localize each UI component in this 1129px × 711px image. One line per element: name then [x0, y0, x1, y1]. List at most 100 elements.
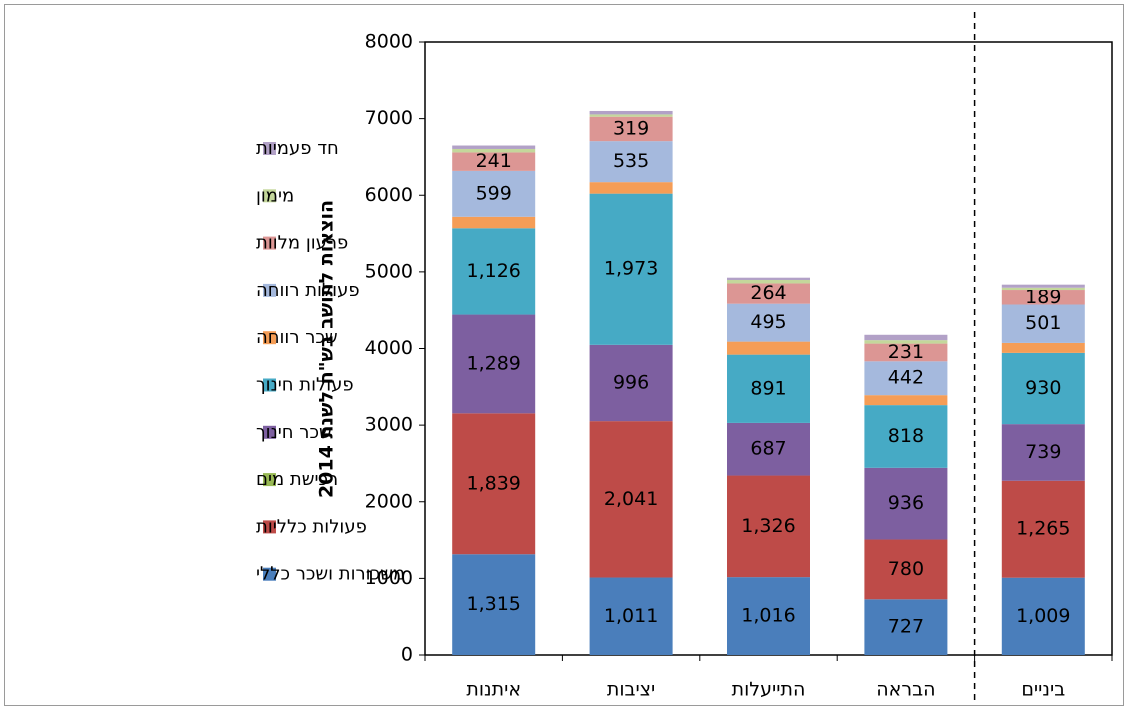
- bar-segment: [1001, 304, 1085, 343]
- bar-segment: [589, 114, 673, 117]
- legend-swatch: [263, 331, 276, 345]
- legend-label: פעולות כלליות: [256, 516, 367, 537]
- y-tick-label: 4000: [365, 337, 413, 359]
- legend-label: רכישת מים: [256, 469, 338, 490]
- y-tick-label: 8000: [365, 31, 413, 53]
- bar-data-label: 727: [888, 616, 924, 638]
- chart-frame: [4, 4, 1124, 706]
- bar-segment: [727, 577, 810, 655]
- legend-swatch: [263, 520, 276, 534]
- bar-data-label: 1,126: [466, 260, 520, 282]
- bar-data-label: 1,289: [466, 352, 520, 374]
- x-category-label: הבראה: [876, 679, 935, 701]
- bar-segment: [452, 145, 536, 149]
- bar-segment: [864, 405, 948, 468]
- bar-data-label: 495: [750, 311, 786, 333]
- legend-label: שכר חינוך: [256, 422, 332, 443]
- legend-swatch: [263, 473, 276, 487]
- legend-swatch: [263, 236, 276, 250]
- legend-swatch: [263, 378, 276, 392]
- bar-segment: [864, 361, 948, 396]
- bar-data-label: 996: [613, 371, 649, 393]
- bar-data-label: 780: [888, 558, 924, 580]
- bar-data-label: 1,009: [1016, 605, 1070, 627]
- bar-segment: [727, 303, 810, 342]
- bar-segment: [1001, 284, 1085, 288]
- legend-swatch: [263, 567, 276, 581]
- legend-swatch: [263, 142, 276, 155]
- bar-segment: [1001, 577, 1085, 655]
- bar-data-label: 501: [1025, 312, 1061, 334]
- y-tick-label: 1000: [365, 567, 413, 589]
- bar-segment: [864, 539, 948, 600]
- bar-data-label: 739: [1025, 441, 1061, 463]
- bar-data-label: 442: [888, 367, 924, 389]
- bar-segment: [452, 228, 536, 315]
- bar-segment: [864, 334, 948, 341]
- bar-segment: [864, 343, 948, 362]
- y-axis-title: הוצאות לתושב בש"ח לשנת 2014: [316, 200, 338, 498]
- bar-data-label: 1,839: [466, 472, 520, 494]
- bar-data-label: 818: [888, 425, 924, 447]
- legend-swatch: [263, 189, 276, 203]
- bar-data-label: 599: [476, 182, 512, 204]
- bar-segment: [1001, 480, 1085, 578]
- bar-segment: [589, 141, 673, 183]
- bar-data-label: 1,011: [604, 605, 658, 627]
- bar-segment: [589, 110, 673, 115]
- bar-segment: [452, 413, 536, 555]
- bar-data-label: 1,265: [1016, 518, 1070, 540]
- bar-data-label: 1,973: [604, 258, 658, 280]
- bar-segment: [1001, 352, 1085, 425]
- bar-segment: [452, 152, 536, 171]
- bar-segment: [1001, 290, 1085, 305]
- x-category-label: ביניים: [1021, 679, 1065, 701]
- legend-label: פרעון מלוות: [256, 233, 348, 254]
- bar-segment: [452, 216, 536, 229]
- bar-data-label: 189: [1025, 286, 1061, 308]
- legend-swatch: [263, 283, 276, 297]
- y-tick-label: 6000: [365, 184, 413, 206]
- bar-segment: [727, 422, 810, 476]
- bar-segment: [864, 340, 948, 344]
- bar-data-label: 930: [1025, 377, 1061, 399]
- bar-data-label: 231: [888, 341, 924, 363]
- bar-segment: [589, 577, 673, 655]
- x-category-label: איתנות: [466, 679, 521, 701]
- bar-segment: [589, 182, 673, 194]
- x-category-label: יציבות: [607, 679, 655, 701]
- legend-label: פעולות חינוך: [256, 375, 354, 396]
- legend-label: פעולות רווחה: [256, 280, 360, 301]
- bar-segment: [589, 116, 673, 142]
- bar-data-label: 1,315: [466, 593, 520, 615]
- bar-segment: [589, 421, 673, 578]
- bar-data-label: 241: [476, 150, 512, 172]
- bar-segment: [589, 344, 673, 422]
- bar-segment: [864, 395, 948, 406]
- bar-segment: [727, 277, 810, 280]
- bar-data-label: 2,041: [604, 488, 658, 510]
- bar-segment: [727, 475, 810, 578]
- bar-segment: [452, 170, 536, 217]
- bar-segment: [1001, 342, 1085, 353]
- bar-segment: [1001, 287, 1085, 291]
- legend-label: חד פעמיות: [256, 138, 339, 159]
- x-category-label: התייעלות: [732, 679, 806, 701]
- y-tick-label: 0: [401, 644, 413, 666]
- legend-label: משכורות ושכר כללי: [256, 564, 405, 585]
- bar-segment: [1001, 424, 1085, 481]
- bar-segment: [589, 193, 673, 345]
- y-tick-label: 5000: [365, 260, 413, 282]
- bar-segment: [452, 148, 536, 153]
- legend-label: שכר רווחה: [256, 327, 338, 348]
- y-tick-label: 3000: [365, 414, 413, 436]
- bar-segment: [864, 467, 948, 540]
- bar-segment: [452, 554, 536, 655]
- bar-segment: [727, 283, 810, 304]
- bar-data-label: 535: [613, 150, 649, 172]
- y-tick-label: 2000: [365, 490, 413, 512]
- bar-segment: [864, 599, 948, 655]
- bar-segment: [727, 341, 810, 355]
